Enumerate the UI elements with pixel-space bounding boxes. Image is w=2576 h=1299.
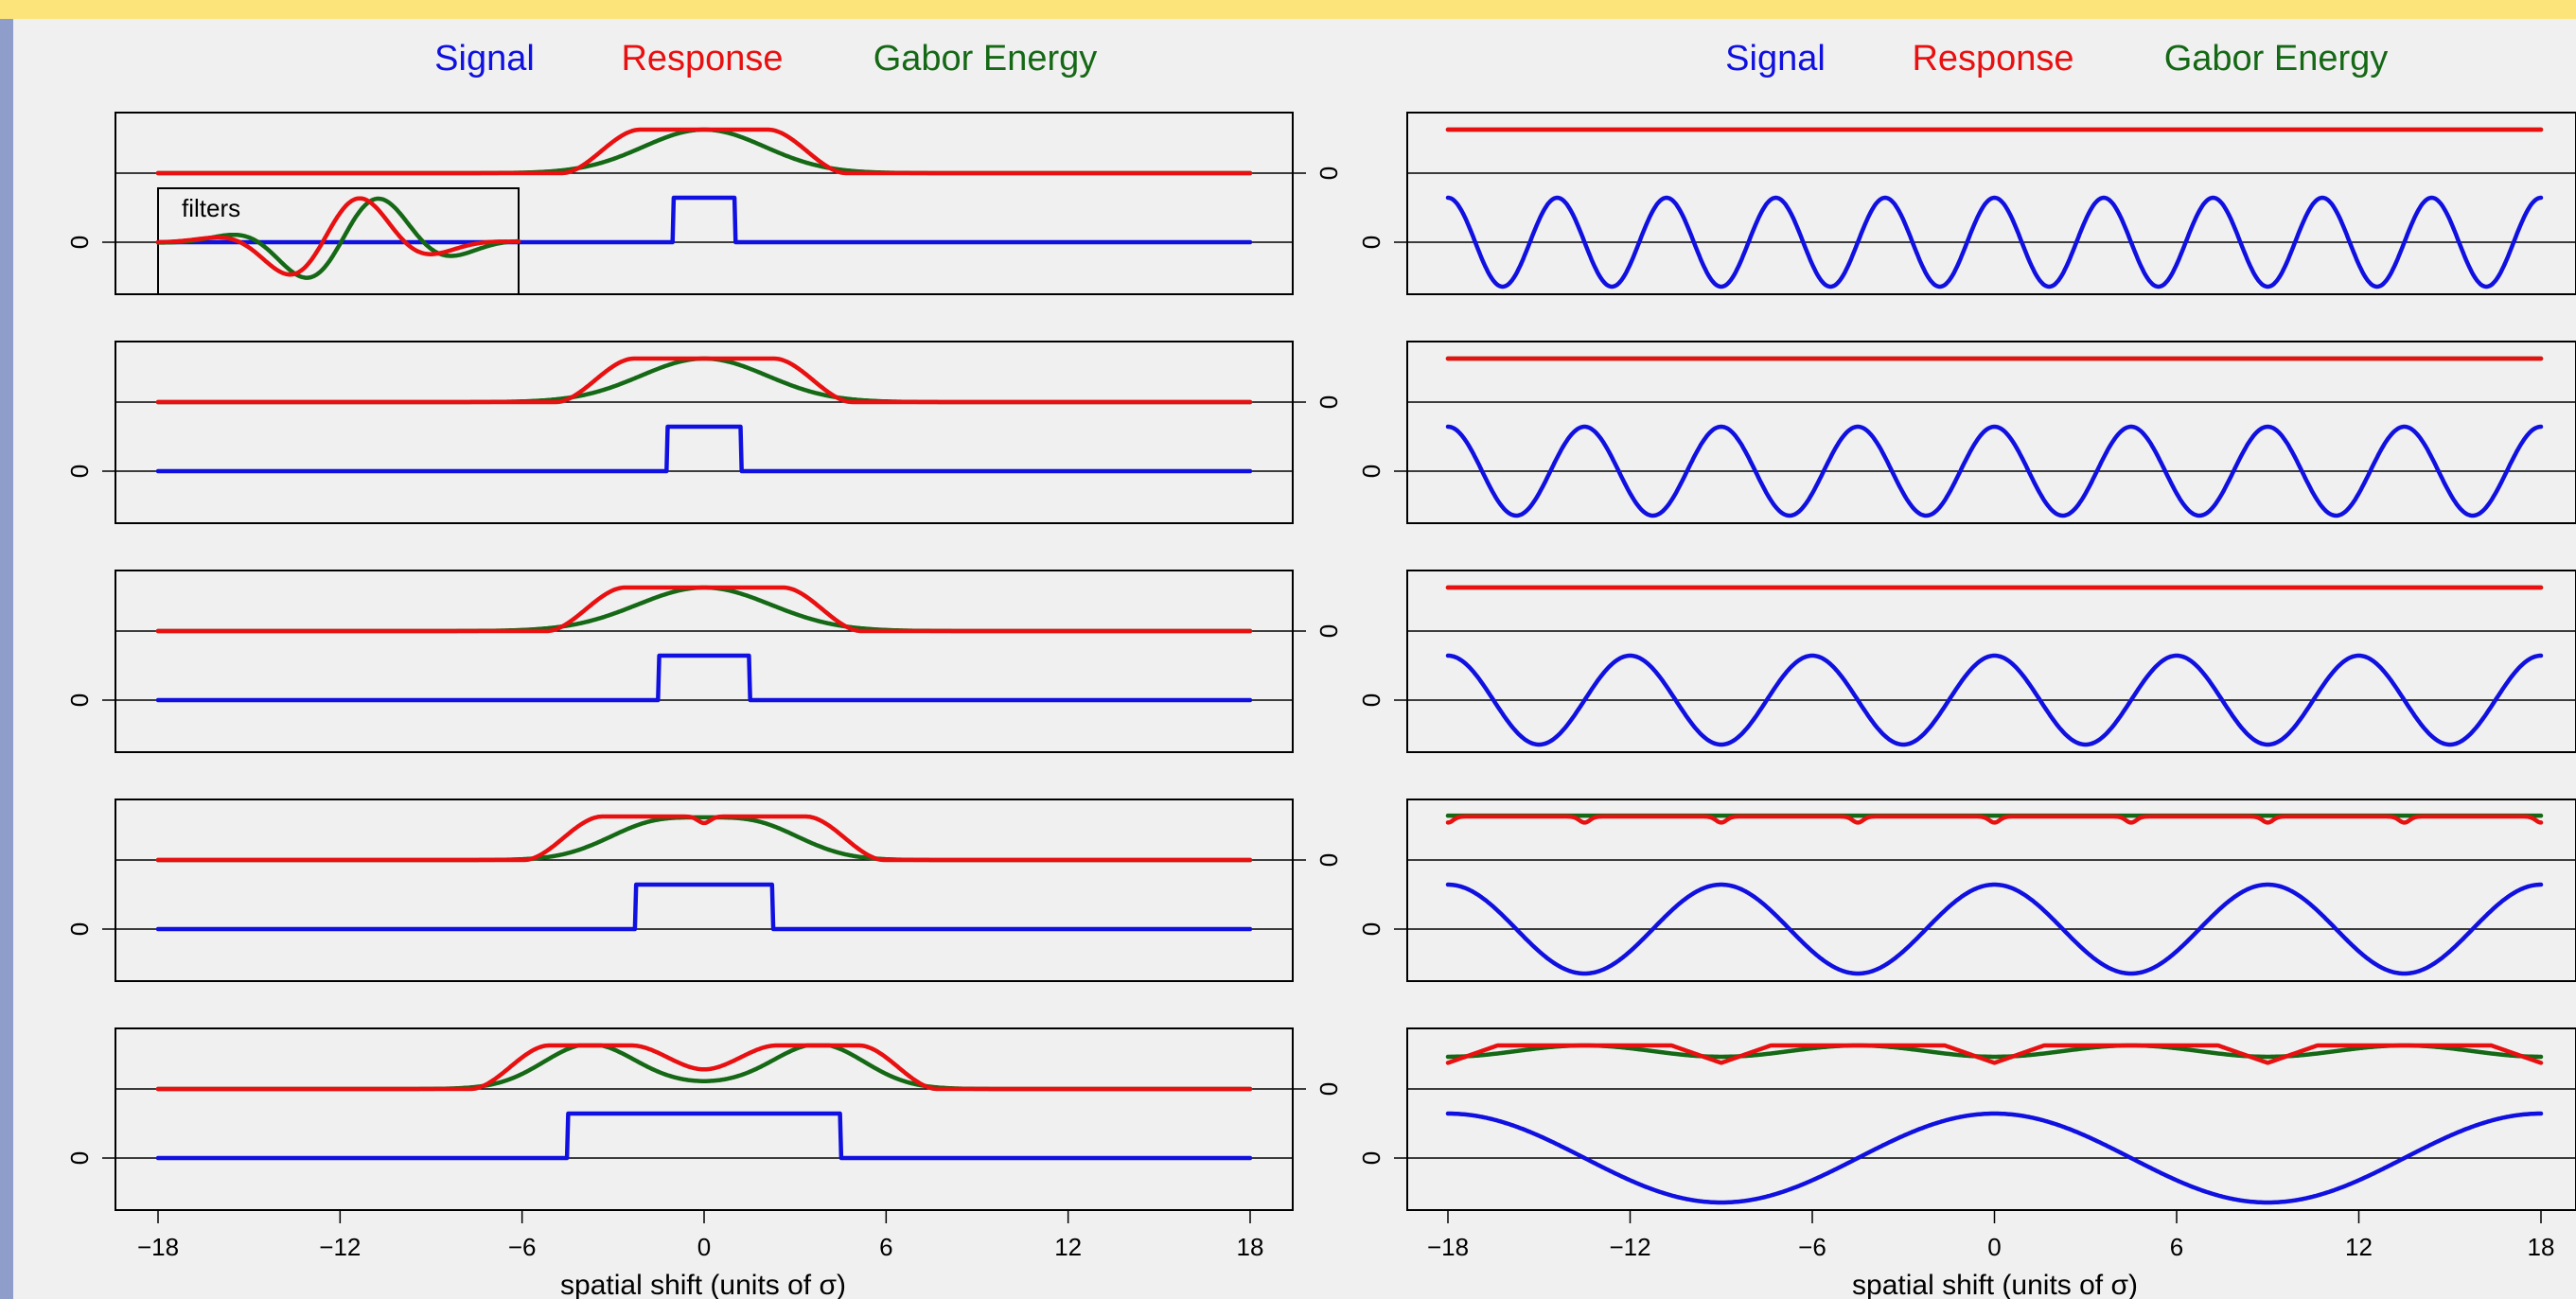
panel-frame (115, 341, 1294, 524)
signal-line (1445, 195, 2544, 290)
y-tick-label: 0 (65, 922, 94, 936)
y-tick-label: 0 (65, 693, 94, 707)
filters-label: filters (182, 194, 240, 222)
x-tick-label: 12 (1054, 1233, 1082, 1261)
filters-inset: filters (155, 187, 521, 295)
panel-frame (115, 1027, 1294, 1211)
y-tick-label: 0 (1314, 624, 1343, 638)
x-axis-label-left: spatial shift (units of σ) (560, 1270, 846, 1299)
panel-left-3: 00 (65, 570, 1343, 753)
y-tick-label: 0 (1357, 465, 1385, 478)
legend-signal-left: Signal (434, 39, 535, 79)
gabor-energy-line (155, 127, 1253, 176)
x-tick-label: −6 (508, 1233, 537, 1261)
y-tick-label: 0 (65, 1151, 94, 1165)
panel-left-2: 00 (65, 341, 1343, 524)
panel-frame (115, 112, 1294, 295)
inset-response-filter (155, 196, 521, 277)
x-tick-label: −12 (319, 1233, 361, 1261)
y-tick-label: 0 (65, 236, 94, 249)
panel-right-2: 0 (1357, 341, 2576, 524)
top-color-bar (0, 0, 2576, 19)
response-line (155, 356, 1253, 405)
x-tick-label: −18 (137, 1233, 179, 1261)
response-line (155, 585, 1253, 634)
legend-signal-right: Signal (1725, 39, 1826, 79)
signal-line (1445, 653, 2544, 747)
gabor-energy-line (155, 585, 1253, 634)
y-tick-label: 0 (1357, 693, 1385, 707)
x-tick-label: 6 (879, 1233, 892, 1261)
panel-right-1: 0 (1357, 112, 2576, 295)
x-axis-label-right: spatial shift (units of σ) (1852, 1270, 2138, 1299)
panel-frame (1406, 341, 2576, 524)
x-tick-label: −18 (1427, 1233, 1469, 1261)
x-tick-label: 12 (2345, 1233, 2373, 1261)
y-tick-label: 0 (1357, 922, 1385, 936)
x-tick-label: −6 (1798, 1233, 1826, 1261)
panel-left-4: 00 (65, 799, 1343, 982)
y-tick-label: 0 (65, 465, 94, 478)
gabor-energy-line (155, 356, 1253, 405)
signal-line (1445, 1111, 2544, 1205)
panel-frame (1406, 799, 2576, 982)
panel-left-1: 0 0 filters (65, 112, 1343, 295)
y-tick-label: 0 (1357, 236, 1385, 249)
legend-left: Signal Response Gabor Energy (434, 39, 1097, 79)
x-tick-label: 18 (1237, 1233, 1264, 1261)
x-axis-right: −18 −12 −6 0 6 12 18 (1427, 1209, 2555, 1261)
signal-line (155, 882, 1253, 932)
x-tick-label: −12 (1609, 1233, 1650, 1261)
x-tick-label: 6 (2170, 1233, 2183, 1261)
x-tick-label: 0 (697, 1233, 711, 1261)
y-tick-label: 0 (1314, 853, 1343, 867)
response-line (1445, 1043, 2544, 1065)
x-tick-label: 18 (2528, 1233, 2555, 1261)
panel-frame (115, 570, 1294, 753)
response-line (155, 127, 1253, 176)
signal-line (155, 1111, 1253, 1161)
panel-right-4: 0 (1357, 799, 2576, 982)
gabor-energy-line (155, 1043, 1253, 1092)
y-tick-label: 0 (1314, 395, 1343, 409)
y-tick-label: 0 (1357, 1151, 1385, 1165)
x-tick-label: 0 (1987, 1233, 2001, 1261)
legend-response-left: Response (621, 39, 783, 79)
signal-line (155, 424, 1253, 474)
response-line (155, 1043, 1253, 1092)
panel-frame (1406, 112, 2576, 295)
right-column: 0 0 0 0 0 −18 −12 −6 0 6 12 18 (1357, 112, 2576, 1261)
y-tick-label: 0 (1314, 1082, 1343, 1096)
response-line (155, 814, 1253, 863)
legend-gabor-left: Gabor Energy (873, 39, 1098, 79)
legend-response-right: Response (1912, 39, 2073, 79)
legend-right: Signal Response Gabor Energy (1725, 39, 2388, 79)
panel-left-5: 00 (65, 1027, 1343, 1211)
panel-right-5: 0 (1357, 1027, 2576, 1211)
left-color-bar (0, 19, 13, 1299)
gabor-energy-line (1445, 1043, 2544, 1060)
legend-gabor-right: Gabor Energy (2164, 39, 2389, 79)
x-axis-left: −18 −12 −6 0 6 12 18 (137, 1209, 1264, 1261)
y-tick-label: 0 (1314, 167, 1343, 180)
panel-frame (1406, 570, 2576, 753)
signal-line (1445, 882, 2544, 976)
signal-line (1445, 424, 2544, 518)
panel-right-3: 0 (1357, 570, 2576, 753)
response-line (1445, 814, 2544, 825)
signal-line (155, 653, 1253, 703)
panel-frame (115, 799, 1294, 982)
